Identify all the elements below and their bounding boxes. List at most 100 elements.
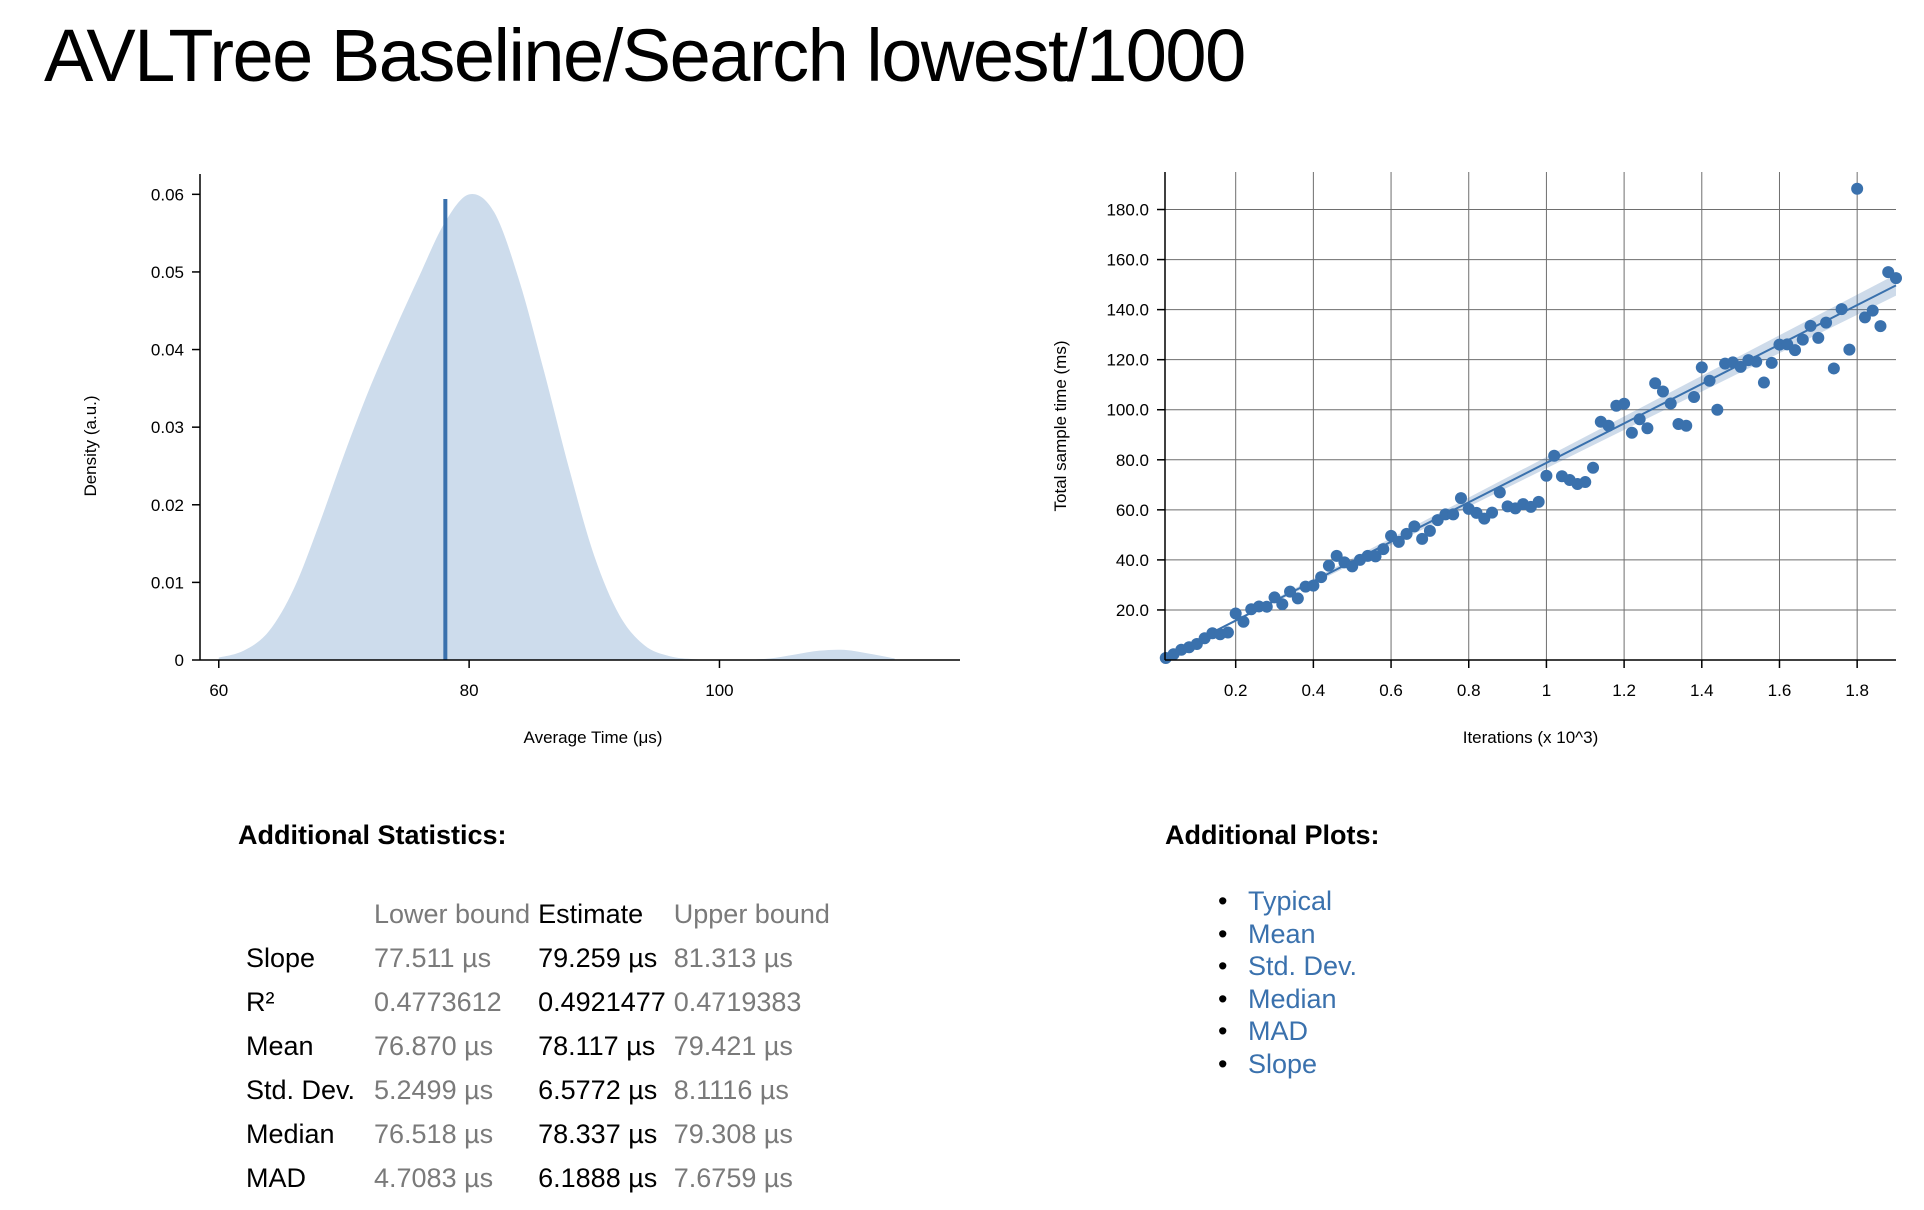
statistics-row-r-squared: R² 0.4773612 0.4921477 0.4719383 <box>246 980 830 1024</box>
estimate-value: 6.1888 µs <box>538 1162 658 1193</box>
plot-link-median[interactable]: Median <box>1248 983 1337 1014</box>
lower-bound-value: 76.518 µs <box>374 1118 494 1149</box>
data-point <box>1540 469 1553 482</box>
x-tick-label: 0.6 <box>1379 681 1403 700</box>
data-point <box>1633 413 1646 426</box>
data-point <box>1423 524 1436 537</box>
estimate-value: 0.4921477 <box>538 986 666 1017</box>
additional-statistics-heading: Additional Statistics: <box>238 820 507 850</box>
data-point <box>1812 331 1825 344</box>
statistic-label: MAD <box>246 1162 306 1193</box>
data-point <box>1447 508 1460 521</box>
data-point <box>1851 182 1864 195</box>
data-point <box>1789 344 1802 357</box>
data-point <box>1866 304 1879 317</box>
data-point <box>1688 390 1701 403</box>
bullet-icon: • <box>1218 1016 1228 1046</box>
statistics-header-estimate: Estimate <box>538 898 644 929</box>
y-tick-label: 140.0 <box>1106 301 1149 320</box>
data-point <box>1695 361 1708 374</box>
plot-link-mean[interactable]: Mean <box>1248 918 1316 949</box>
data-point <box>1392 535 1405 548</box>
data-point <box>1858 311 1871 324</box>
x-tick-label: 80 <box>460 681 479 700</box>
estimate-value: 78.117 µs <box>538 1030 656 1061</box>
data-point <box>1400 527 1413 540</box>
data-point <box>1796 333 1809 346</box>
y-tick-label: 100.0 <box>1106 401 1149 420</box>
upper-bound-value: 79.308 µs <box>673 1118 793 1149</box>
data-point <box>1579 476 1592 489</box>
plot-link-typical[interactable]: Typical <box>1248 886 1333 916</box>
data-point <box>1369 550 1382 563</box>
y-tick-label: 0.02 <box>151 496 184 515</box>
lower-bound-value: 76.870 µs <box>374 1030 494 1061</box>
data-point <box>1315 571 1328 584</box>
bullet-icon: • <box>1218 951 1228 981</box>
lower-bound-value: 4.7083 µs <box>374 1162 494 1193</box>
data-point <box>1843 343 1856 356</box>
data-point <box>1260 600 1273 613</box>
statistic-label: Mean <box>246 1030 314 1061</box>
x-tick-label: 100 <box>705 681 733 700</box>
statistics-header-lower-bound: Lower bound <box>374 898 531 929</box>
data-point <box>1602 419 1615 432</box>
x-tick-label: 1.8 <box>1845 681 1869 700</box>
data-point <box>1765 356 1778 369</box>
statistics-row-mean: Mean 76.870 µs 78.117 µs 79.421 µs <box>246 1024 830 1068</box>
data-point <box>1641 422 1654 435</box>
plot-link-slope[interactable]: Slope <box>1248 1048 1318 1079</box>
additional-plots-list: • Typical • Mean • Std. Dev. • Median • MAD •… <box>1218 885 1357 1080</box>
data-point <box>1656 385 1669 398</box>
list-item: • Mean <box>1218 918 1357 951</box>
y-tick-label: 160.0 <box>1106 251 1149 270</box>
x-axis-title: Average Time (μs) <box>524 728 663 747</box>
data-point <box>1680 419 1693 432</box>
data-point <box>1618 397 1631 410</box>
data-point <box>1408 520 1421 533</box>
bullet-icon: • <box>1218 1048 1228 1079</box>
data-point <box>1229 607 1242 620</box>
data-point <box>1284 585 1297 598</box>
statistics-header-row: Lower bound Estimate Upper bound <box>246 892 830 936</box>
data-point <box>1734 360 1747 373</box>
data-point <box>1804 319 1817 332</box>
y-tick-label: 0.04 <box>151 341 184 360</box>
data-point <box>1820 316 1833 329</box>
y-tick-label: 40.0 <box>1116 551 1149 570</box>
data-point <box>1221 626 1234 639</box>
x-tick-label: 1.2 <box>1612 681 1636 700</box>
statistics-row-slope: Slope 77.511 µs 79.259 µs 81.313 µs <box>246 936 830 980</box>
data-point <box>1416 532 1429 545</box>
statistics-row-std-dev: Std. Dev. 5.2499 µs 6.5772 µs 8.1116 µs <box>246 1068 830 1112</box>
data-point <box>1548 449 1561 462</box>
estimate-value: 78.337 µs <box>538 1118 658 1149</box>
regression-chart: 20.0 40.0 60.0 80.0 100.0 120.0 140.0 160.0 180.… <box>1051 172 1902 747</box>
x-tick-label: 0.2 <box>1224 681 1248 700</box>
x-tick-label: 0.4 <box>1302 681 1326 700</box>
data-point <box>1664 397 1677 410</box>
y-tick-label: 0.05 <box>151 263 184 282</box>
data-point <box>1649 377 1662 390</box>
data-point <box>1587 461 1600 474</box>
page-title: AVLTree Baseline/Search lowest/1000 <box>44 14 1246 97</box>
y-tick-label: 20.0 <box>1116 601 1149 620</box>
plot-link-std-dev[interactable]: Std. Dev. <box>1248 951 1358 981</box>
x-tick-label: 60 <box>209 681 228 700</box>
x-axis-title: Iterations (x 10^3) <box>1463 728 1599 747</box>
data-point <box>1268 591 1281 604</box>
y-tick-label: 0.01 <box>151 573 184 592</box>
plot-link-mad[interactable]: MAD <box>1248 1016 1308 1046</box>
y-axis-title: Density (a.u.) <box>81 395 100 496</box>
data-point <box>1625 426 1638 439</box>
data-point <box>1454 492 1467 505</box>
data-point <box>1835 303 1848 316</box>
data-point <box>1532 495 1545 508</box>
list-item: • Slope <box>1218 1048 1357 1081</box>
upper-bound-value: 79.421 µs <box>673 1030 793 1061</box>
upper-bound-value: 81.313 µs <box>673 942 793 973</box>
data-point <box>1757 376 1770 389</box>
statistic-label: Std. Dev. <box>246 1074 356 1105</box>
y-tick-label: 60.0 <box>1116 501 1149 520</box>
x-tick-label: 1.6 <box>1768 681 1792 700</box>
